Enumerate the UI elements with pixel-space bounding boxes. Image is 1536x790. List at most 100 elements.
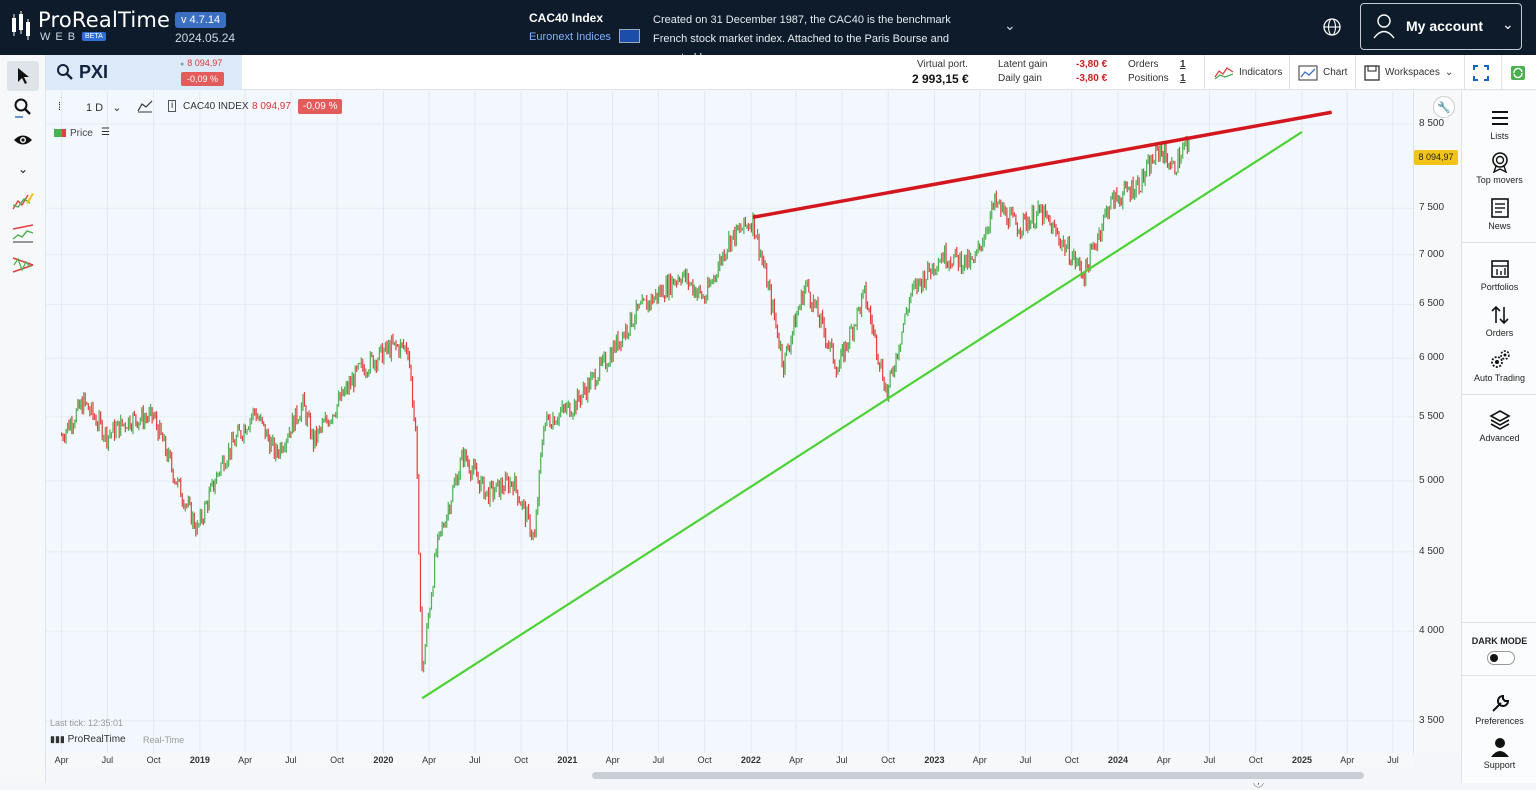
portfolios-button[interactable]: Portfolios [1462, 258, 1536, 292]
news-button[interactable]: News [1462, 197, 1536, 231]
zoom-tool[interactable] [11, 96, 35, 120]
gears-icon [1490, 350, 1510, 368]
fullscreen-button[interactable] [1473, 55, 1489, 90]
orders-count[interactable]: 1 [1180, 59, 1186, 70]
right-panel: Lists Top movers News Portfolios Orders … [1461, 91, 1536, 783]
x-tick-label: Oct [514, 755, 529, 765]
chart-button[interactable]: Chart [1298, 55, 1347, 90]
support-trendline[interactable] [421, 131, 1303, 700]
dark-mode-label: DARK MODE [1471, 636, 1528, 646]
dark-mode-toggle[interactable] [1487, 651, 1515, 665]
orders-panel-label: Orders [1485, 328, 1514, 338]
timeframe-select[interactable]: 1 D ⌄ [86, 101, 121, 114]
view-tool[interactable] [11, 128, 35, 152]
brand-name: ProRealTime [38, 8, 171, 32]
chart-type-icon[interactable] [137, 99, 153, 113]
price-chart[interactable]: ⁞ 1 D ⌄ i CAC40 INDEX 8 094,97 -0,09 % P… [46, 91, 1413, 789]
advanced-button[interactable]: Advanced [1462, 409, 1536, 443]
ticker-symbol: PXI [79, 62, 109, 82]
x-tick-label: Oct [1248, 755, 1263, 765]
y-tick-label: 7 000 [1419, 248, 1445, 260]
orders-button[interactable]: Orders [1462, 304, 1536, 338]
x-tick-label: Apr [54, 755, 69, 765]
badge-icon [1491, 152, 1508, 173]
lists-icon [1491, 111, 1508, 125]
pattern-tool[interactable] [11, 253, 35, 277]
x-tick-label: Apr [422, 755, 437, 765]
x-tick-label: 2025 [1291, 755, 1313, 765]
save-icon [1364, 64, 1380, 81]
x-tick-label: Oct [330, 755, 345, 765]
daily-gain-label: Daily gain [998, 73, 1042, 84]
indicators-button[interactable]: Indicators [1214, 55, 1282, 90]
positions-count[interactable]: 1 [1180, 73, 1186, 84]
resistance-trendline[interactable] [752, 110, 1332, 219]
x-tick-label: 2024 [1107, 755, 1128, 765]
preferences-label: Preferences [1475, 716, 1524, 726]
my-account-label: My account [1406, 18, 1484, 34]
info-icon[interactable]: i [168, 100, 177, 112]
cursor-tool[interactable] [7, 61, 39, 91]
chevron-down-icon: ⌄ [17, 162, 29, 176]
price-change-badge: -0,09 % [181, 72, 225, 86]
x-tick-label: Jul [836, 755, 848, 765]
search-icon [57, 64, 73, 80]
latent-gain-label: Latent gain [998, 59, 1048, 70]
sync-button[interactable] [1509, 55, 1527, 90]
portfolio-icon [1490, 260, 1509, 278]
chart-scrollbar[interactable] [46, 768, 1413, 783]
time-axis[interactable]: Apr Jul Oct 2019 Apr Jul Oct 2020 Apr Jul Oct 2021 A… [46, 753, 1413, 768]
x-tick-label: Oct [1064, 755, 1079, 765]
top-movers-button[interactable]: Top movers [1462, 151, 1536, 185]
workspaces-button[interactable]: Workspaces ⌄ [1364, 55, 1453, 90]
chart-canvas[interactable] [46, 91, 1413, 753]
x-tick-label: 2019 [189, 755, 210, 765]
my-account-button[interactable]: My account ⌄ [1360, 3, 1522, 50]
version-badge: v 4.7.14 [175, 12, 227, 28]
trendline-tool[interactable] [11, 221, 35, 245]
x-tick-label: Apr [789, 755, 804, 765]
preferences-button[interactable]: Preferences [1462, 692, 1536, 726]
lists-button[interactable]: Lists [1462, 107, 1536, 141]
x-tick-label: 2022 [740, 755, 761, 765]
y-tick-label: 5 500 [1419, 410, 1445, 422]
x-tick-label: Apr [972, 755, 987, 765]
instrument-market[interactable]: Euronext Indices [529, 31, 611, 43]
triangle-pattern-icon [12, 257, 34, 273]
instrument-description: Created on 31 December 1987, the CAC40 i… [653, 14, 951, 64]
divider [1464, 55, 1465, 90]
auto-trading-label: Auto Trading [1473, 373, 1526, 383]
indicators-label: Indicators [1239, 67, 1283, 78]
globe-icon[interactable] [1322, 17, 1342, 37]
wrench-icon[interactable]: 🔧 [1433, 96, 1455, 118]
auto-trading-button[interactable]: Auto Trading [1462, 349, 1536, 383]
x-tick-label: Oct [697, 755, 712, 765]
y-tick-label: 6 500 [1419, 298, 1445, 310]
virtual-port-label: Virtual port. [917, 59, 968, 70]
current-price-tag: 8 094,97 [1414, 149, 1458, 165]
y-tick-label: 7 500 [1419, 202, 1445, 214]
lists-label: Lists [1490, 131, 1509, 141]
trendline-icon [12, 224, 34, 243]
workspaces-label: Workspaces [1385, 67, 1440, 78]
collapse-tools[interactable]: ⌄ [11, 157, 35, 181]
chart-label: Chart [1323, 67, 1348, 78]
news-icon [1490, 198, 1509, 218]
pencil-tool[interactable] [11, 189, 35, 213]
top-movers-label: Top movers [1476, 175, 1523, 185]
chevron-down-icon[interactable]: ⌄ [1004, 17, 1016, 33]
daily-gain-value: -3,80 € [1076, 73, 1108, 84]
support-button[interactable]: Support [1462, 736, 1536, 770]
scroll-thumb[interactable] [592, 772, 1364, 779]
last-tick-time: Last tick: 12:35:01 [50, 718, 124, 728]
legend-list-icon[interactable]: ☰ [101, 127, 110, 138]
indicators-icon [1214, 66, 1234, 80]
x-tick-label: Apr [1340, 755, 1355, 765]
instrument-search[interactable]: PXI 8 094,97 -0,09 % [46, 55, 242, 90]
realtime-label: Real-Time [143, 735, 185, 745]
chart-settings-icon[interactable]: ⁞ [58, 101, 62, 113]
x-tick-label: Jul [1203, 755, 1216, 765]
x-tick-label: Jul [1387, 755, 1399, 765]
price-axis[interactable]: 🔧 8 500 7 500 7 000 6 500 6 000 5 500 5 000 4 5… [1413, 91, 1461, 753]
legend-price[interactable]: Price [54, 128, 93, 139]
